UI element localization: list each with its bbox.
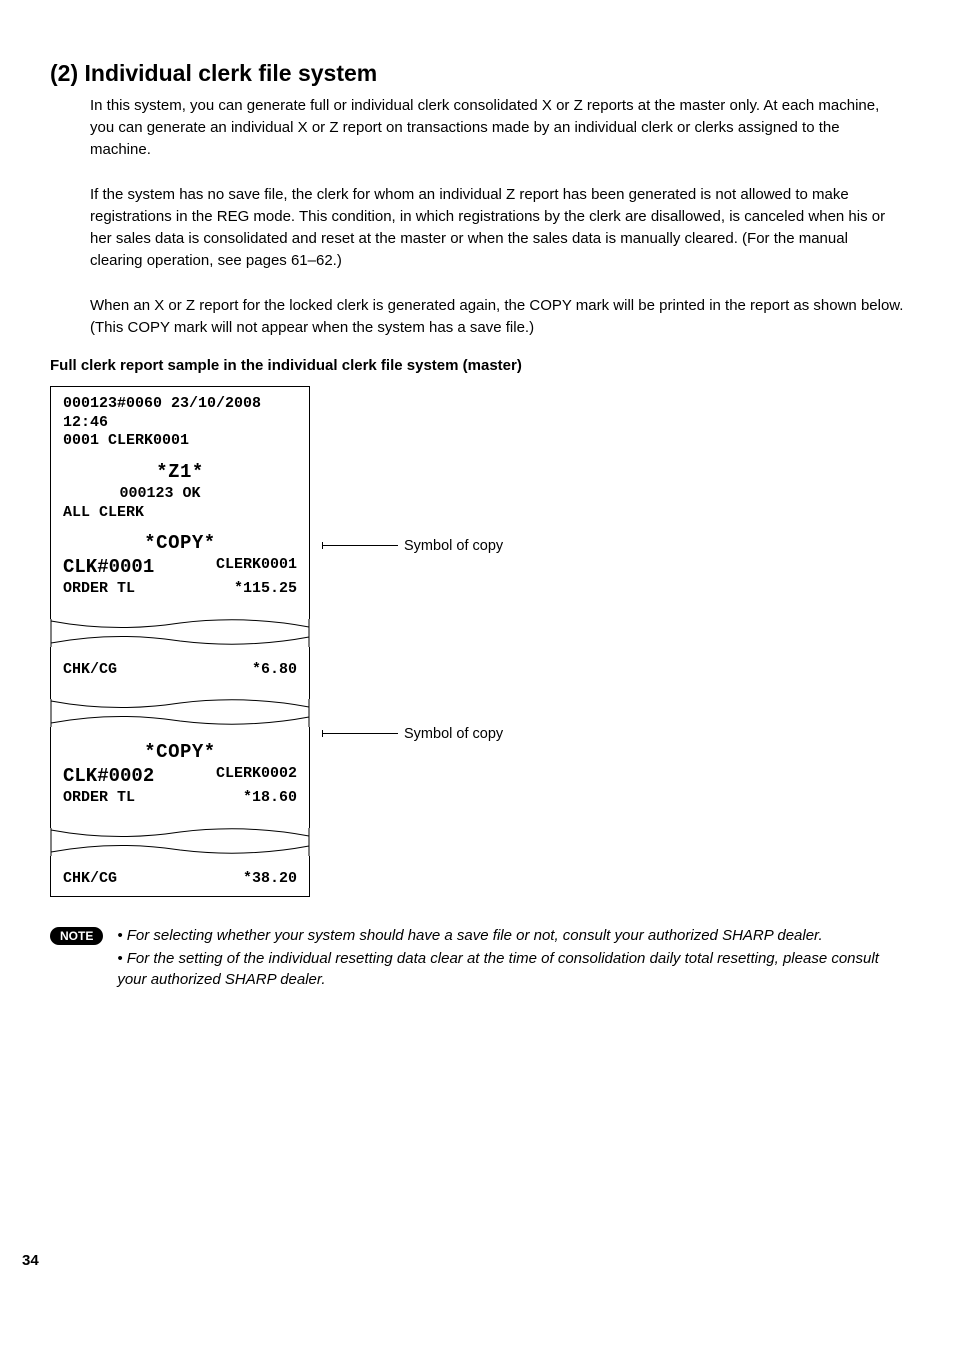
receipt-chkcg-val-2: *38.20 xyxy=(243,870,297,889)
receipt-segment-3: *COPY* CLK#0002 CLERK0002 ORDER TL *18.6… xyxy=(50,727,310,827)
receipt-chkcg-val-1: *6.80 xyxy=(252,661,297,680)
receipt-chkcg-2: CHK/CG xyxy=(63,870,117,889)
callout-label: Symbol of copy xyxy=(404,538,503,554)
tear-icon xyxy=(50,828,310,842)
receipt-header-clerk: 0001 CLERK0001 xyxy=(63,432,297,451)
page-number: 34 xyxy=(22,1252,904,1269)
receipt-segment-4: CHK/CG *38.20 xyxy=(50,856,310,898)
note-block: NOTE • For selecting whether your system… xyxy=(50,925,904,992)
note-item-2: • For the setting of the individual rese… xyxy=(117,948,904,990)
note-badge: NOTE xyxy=(50,927,103,945)
receipt-segment-2: CHK/CG *6.80 xyxy=(50,647,310,700)
callout-label: Symbol of copy xyxy=(404,726,503,742)
receipt-chkcg-1: CHK/CG xyxy=(63,661,117,680)
tear-icon xyxy=(50,619,310,633)
receipt-value-2: *18.60 xyxy=(243,789,297,808)
figure-caption: Full clerk report sample in the individu… xyxy=(50,357,904,374)
receipt-z1: *Z1* xyxy=(63,461,297,485)
tear-icon xyxy=(50,633,310,647)
note-item-1: • For selecting whether your system shou… xyxy=(117,925,904,946)
receipt-all-clerk: ALL CLERK xyxy=(63,504,297,523)
receipt-order-tl-1: ORDER TL xyxy=(63,580,135,599)
tear-icon xyxy=(50,713,310,727)
receipt-clk1-id: CLK#0001 xyxy=(63,556,154,578)
receipt-copy-1: *COPY* xyxy=(63,532,297,556)
receipt-order-tl-2: ORDER TL xyxy=(63,789,135,808)
tear-icon xyxy=(50,842,310,856)
receipt-segment-1: 000123#0060 23/10/2008 12:46 0001 CLERK0… xyxy=(50,386,310,619)
paragraph-2: If the system has no save file, the cler… xyxy=(90,184,904,271)
callout-copy-1: Symbol of copy xyxy=(322,538,503,554)
receipt-copy-2: *COPY* xyxy=(63,741,297,765)
receipt-clk2-name: CLERK0002 xyxy=(216,765,297,789)
receipt-header-line: 000123#0060 23/10/2008 12:46 xyxy=(63,395,297,433)
receipt-clk2-id: CLK#0002 xyxy=(63,765,154,787)
receipt-clk1-name: CLERK0001 xyxy=(216,556,297,580)
tear-icon xyxy=(50,699,310,713)
receipt-figure: 000123#0060 23/10/2008 12:46 0001 CLERK0… xyxy=(50,386,904,898)
paragraph-1: In this system, you can generate full or… xyxy=(90,95,904,160)
section-heading: (2) Individual clerk file system xyxy=(50,60,904,87)
callout-copy-2: Symbol of copy xyxy=(322,726,503,742)
receipt-z1-sub: 000123 OK xyxy=(63,485,297,504)
receipt-value-1: *115.25 xyxy=(234,580,297,599)
paragraph-3: When an X or Z report for the locked cle… xyxy=(90,295,904,339)
